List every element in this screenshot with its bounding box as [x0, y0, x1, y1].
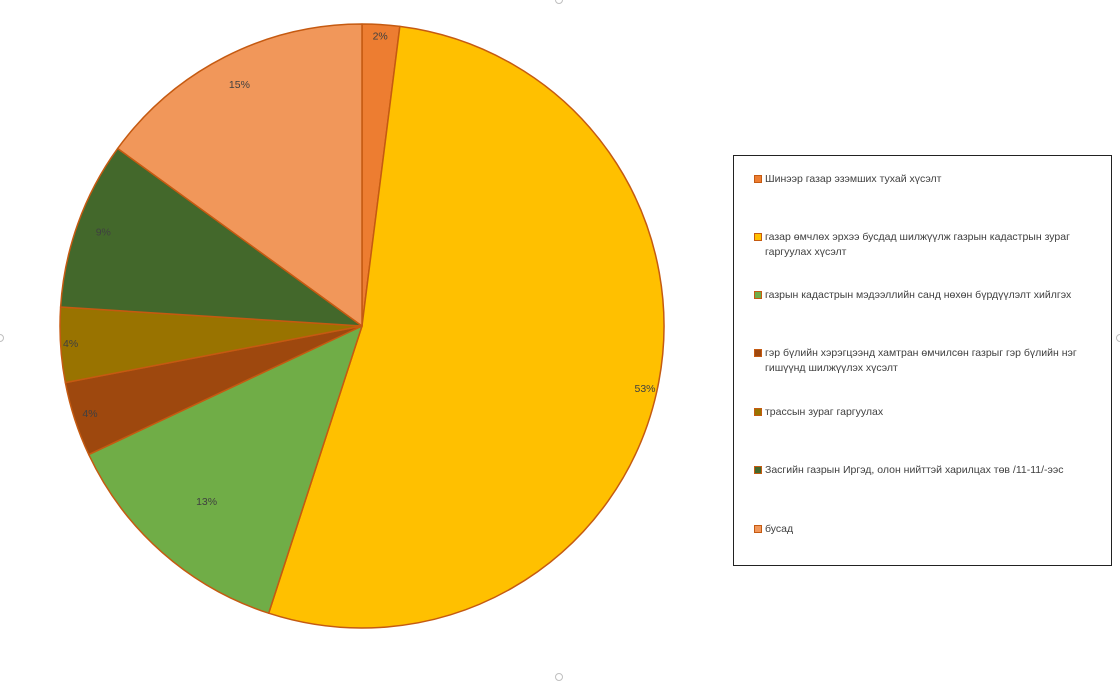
resize-handle-right[interactable]	[1116, 334, 1120, 342]
legend-label: Засгийн газрын Иргэд, олон нийттэй харил…	[765, 464, 1064, 476]
legend-label: Шинээр газар эзэмших тухай хүсэлт	[765, 173, 942, 185]
legend-swatch	[754, 349, 762, 357]
slice-data-label: 9%	[96, 227, 111, 239]
slice-data-label: 4%	[63, 338, 78, 350]
legend-item: бусад	[754, 522, 1094, 537]
legend-label: газар өмчлөх эрхээ бусдад шилжүүлж газры…	[765, 231, 1070, 258]
slice-data-label: 2%	[373, 30, 388, 42]
legend-item: трассын зураг гаргуулах	[754, 405, 1094, 420]
pie-slice	[87, 325, 363, 614]
slice-data-label: 4%	[82, 408, 97, 420]
legend-label: газрын кадастрын мэдээллийн санд нөхөн б…	[765, 289, 1072, 301]
legend-item: Шинээр газар эзэмших тухай хүсэлт	[754, 172, 1094, 187]
pie-slice	[116, 23, 363, 327]
legend-item: Засгийн газрын Иргэд, олон нийттэй харил…	[754, 463, 1094, 478]
pie-slice	[267, 25, 665, 629]
legend-label: бусад	[765, 523, 794, 535]
legend-label: трассын зураг гаргуулах	[765, 406, 884, 418]
legend-label: гэр бүлийн хэрэгцээнд хамтран өмчилсөн г…	[765, 347, 1077, 374]
legend-swatch	[754, 291, 762, 299]
legend-swatch	[754, 408, 762, 416]
pie-slice	[59, 147, 363, 327]
slice-data-label: 15%	[229, 79, 250, 91]
legend-swatch	[754, 233, 762, 241]
legend-swatch	[754, 466, 762, 474]
slice-data-label: 13%	[196, 496, 217, 508]
legend-swatch	[754, 525, 762, 533]
legend-swatch	[754, 175, 762, 183]
chart-legend: Шинээр газар эзэмших тухай хүсэлт газар …	[733, 155, 1112, 566]
slice-data-label: 53%	[634, 383, 655, 395]
legend-item: гэр бүлийн хэрэгцээнд хамтран өмчилсөн г…	[754, 346, 1094, 376]
legend-item: газар өмчлөх эрхээ бусдад шилжүүлж газры…	[754, 230, 1094, 260]
resize-handle-bottom[interactable]	[555, 673, 563, 681]
legend-item: газрын кадастрын мэдээллийн санд нөхөн б…	[754, 288, 1094, 303]
